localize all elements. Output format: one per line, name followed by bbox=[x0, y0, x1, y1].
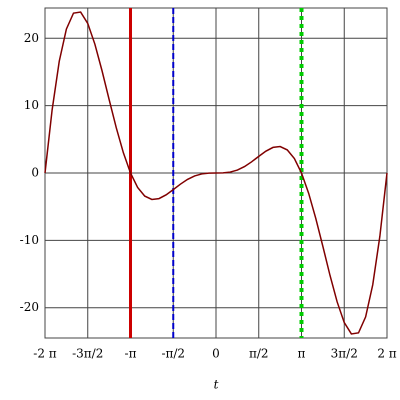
x-tick-label: -π bbox=[125, 347, 137, 361]
x-tick-label: -3π/2 bbox=[72, 347, 103, 361]
y-tick-label: 20 bbox=[24, 31, 39, 45]
y-tick-label: 0 bbox=[31, 166, 39, 180]
data-line bbox=[44, 11, 388, 335]
x-tick-label: π bbox=[298, 347, 306, 361]
x-tick-label: 2 π bbox=[377, 347, 396, 361]
x-tick-label: 0 bbox=[212, 347, 220, 361]
x-tick-label: -2 π bbox=[33, 347, 57, 361]
y-tick-label: -10 bbox=[20, 233, 39, 247]
x-tick-label: 3π/2 bbox=[331, 347, 358, 361]
y-tick-label: -20 bbox=[20, 300, 39, 314]
x-tick-label: -π/2 bbox=[161, 347, 185, 361]
x-tick-label: π/2 bbox=[249, 347, 269, 361]
x-axis-label: t bbox=[214, 378, 219, 392]
y-tick-label: 10 bbox=[24, 98, 39, 112]
